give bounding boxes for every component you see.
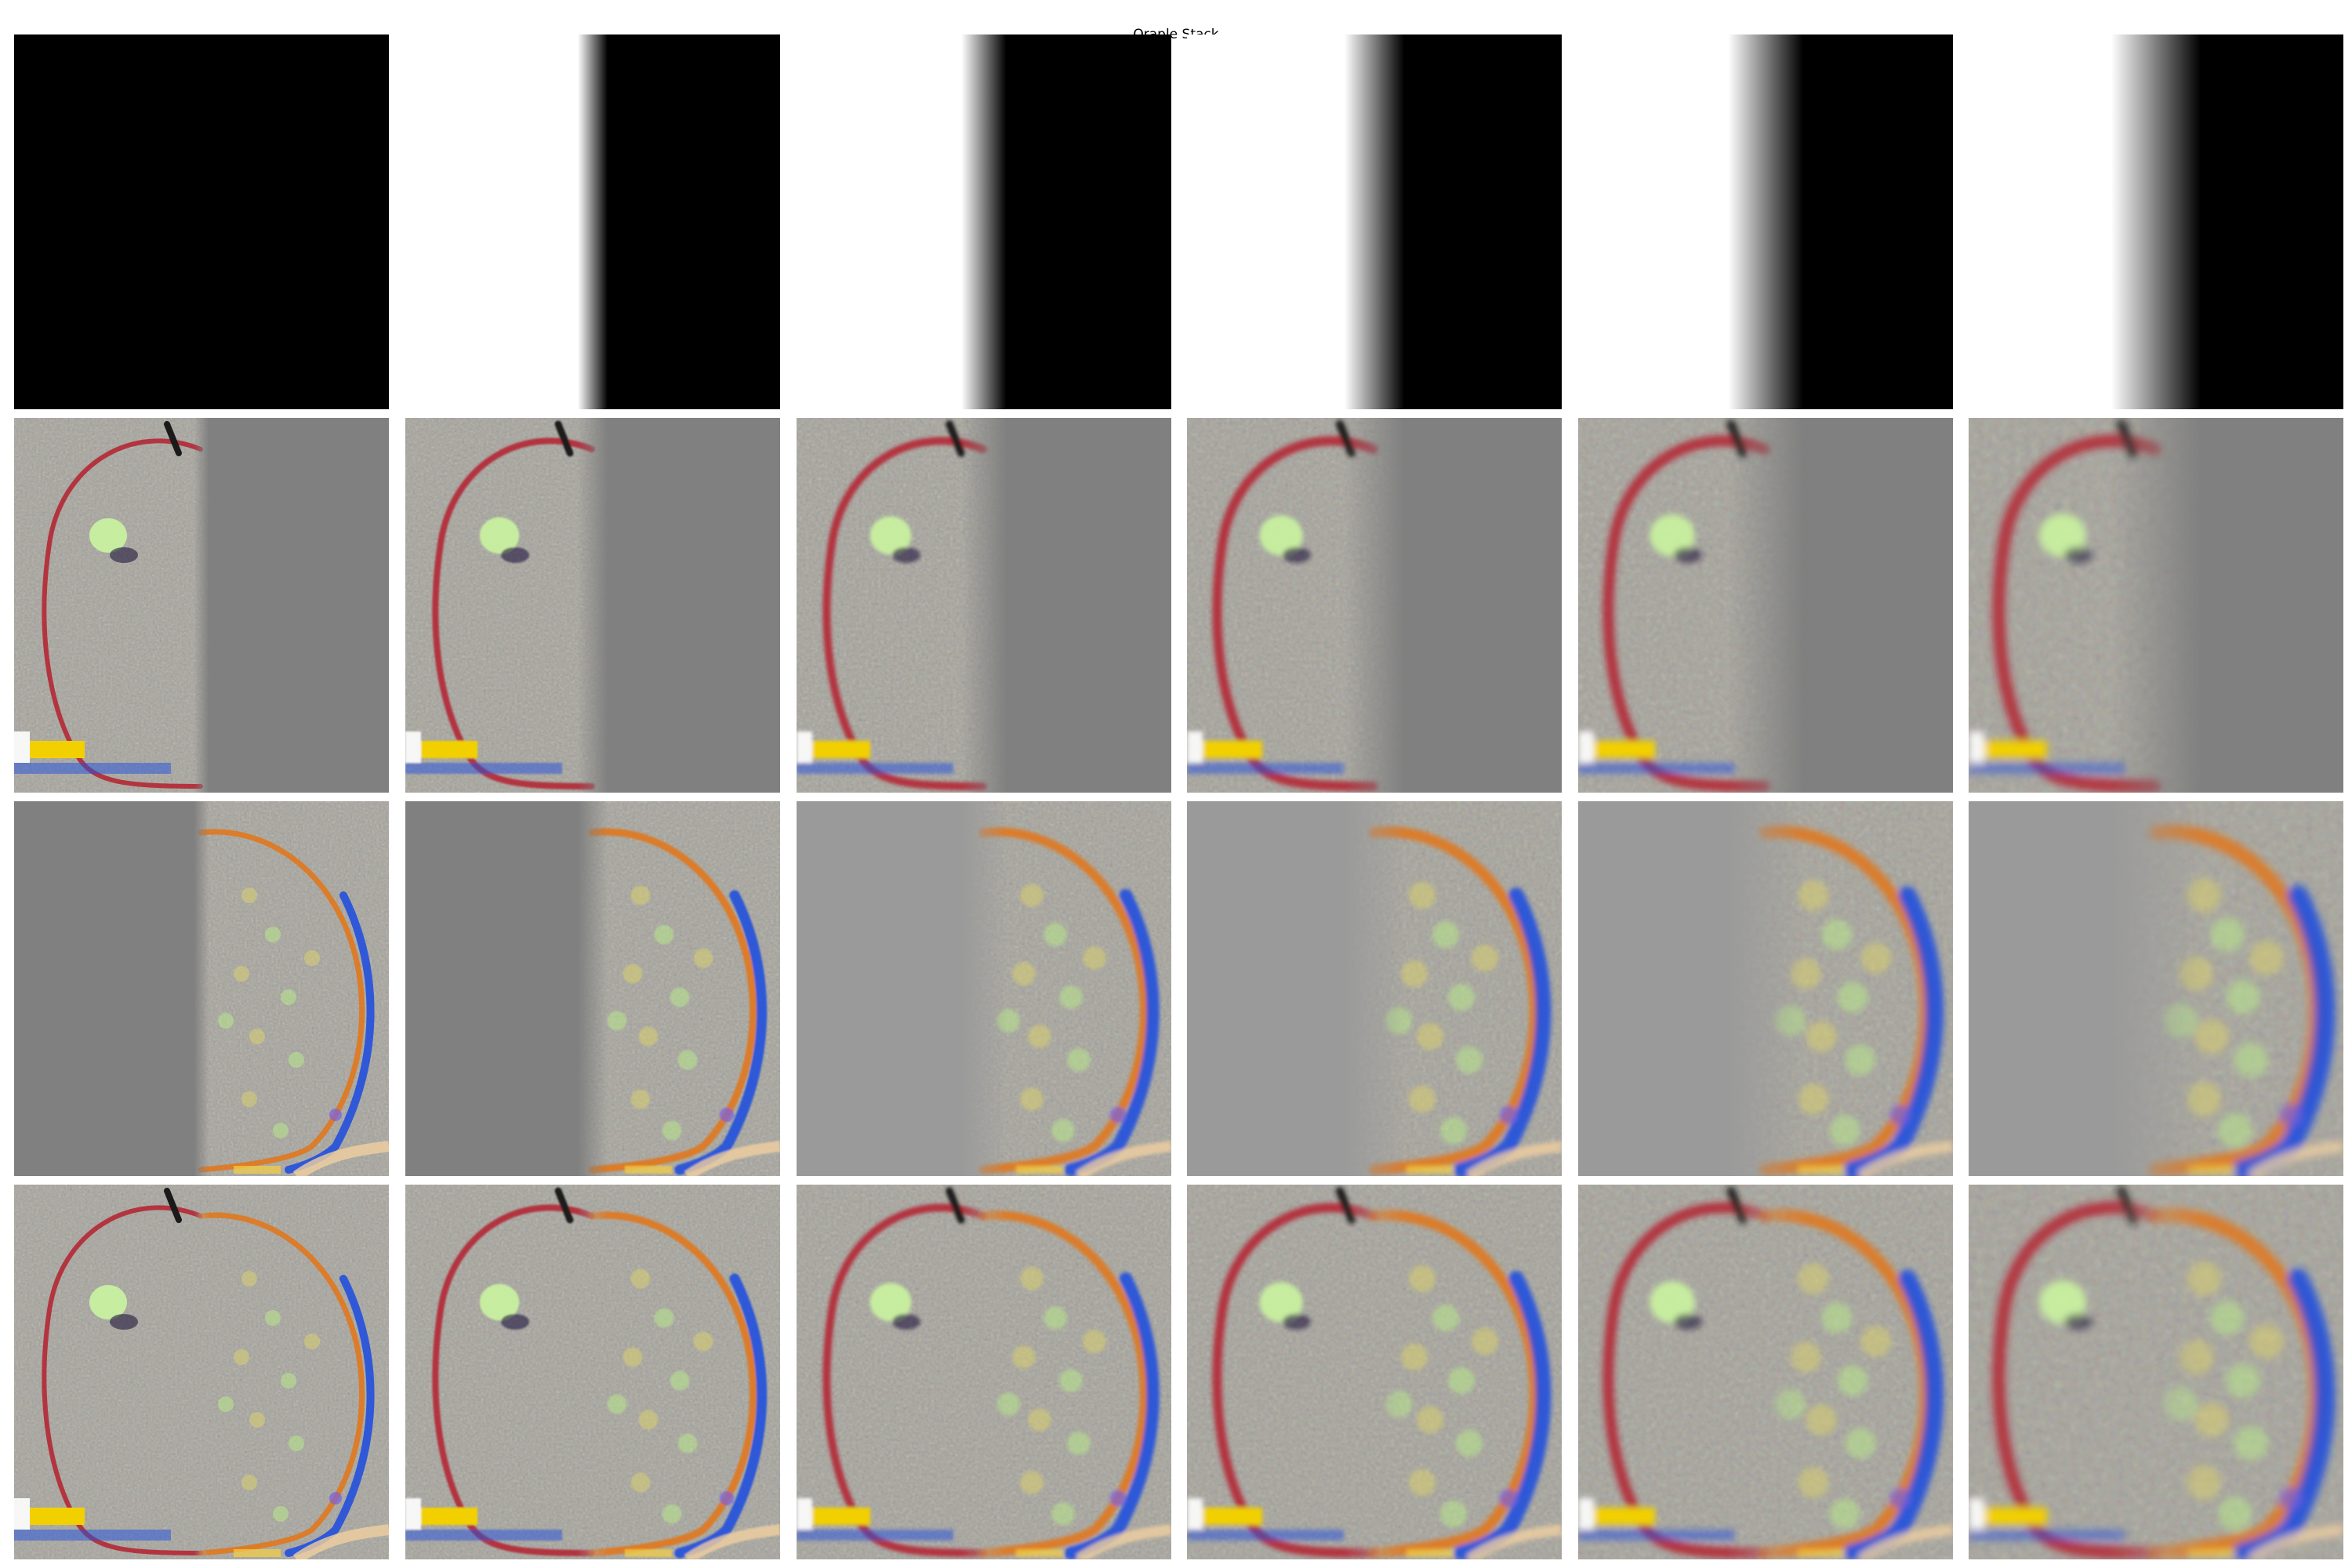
apple-left-half-image bbox=[1969, 418, 2343, 793]
blended-oraple-image bbox=[1187, 1185, 1562, 1559]
apple-masked-row-level-2 bbox=[797, 418, 1171, 793]
blended-oraple-image bbox=[1969, 1185, 2343, 1559]
mask-row-level-2 bbox=[797, 34, 1171, 409]
blended-row-level-1 bbox=[405, 1185, 780, 1559]
orange-right-half-image bbox=[14, 801, 389, 1176]
blended-row-level-4 bbox=[1578, 1185, 1953, 1559]
blended-oraple-image bbox=[405, 1185, 780, 1559]
blended-row-level-5 bbox=[1969, 1185, 2343, 1559]
apple-left-half-image bbox=[1187, 418, 1562, 793]
blended-oraple-image bbox=[797, 1185, 1171, 1559]
orange-right-half-image bbox=[1969, 801, 2343, 1176]
mask-row-level-5 bbox=[1969, 34, 2343, 409]
mask-image bbox=[405, 34, 780, 409]
orange-masked-row-level-0 bbox=[14, 801, 389, 1176]
mask-row-level-1 bbox=[405, 34, 780, 409]
orange-right-half-image bbox=[405, 801, 780, 1176]
apple-masked-row-level-1 bbox=[405, 418, 780, 793]
mask-row-level-4 bbox=[1578, 34, 1953, 409]
orange-masked-row-level-3 bbox=[1187, 801, 1562, 1176]
apple-left-half-image bbox=[405, 418, 780, 793]
blended-row-level-3 bbox=[1187, 1185, 1562, 1559]
mask-image bbox=[1969, 34, 2343, 409]
mask-image bbox=[14, 34, 389, 409]
blended-oraple-image bbox=[1578, 1185, 1953, 1559]
apple-masked-row-level-3 bbox=[1187, 418, 1562, 793]
orange-masked-row-level-4 bbox=[1578, 801, 1953, 1176]
apple-masked-row-level-5 bbox=[1969, 418, 2343, 793]
orange-masked-row-level-2 bbox=[797, 801, 1171, 1176]
orange-right-half-image bbox=[1187, 801, 1562, 1176]
blended-oraple-image bbox=[14, 1185, 389, 1559]
mask-image bbox=[1187, 34, 1562, 409]
mask-image bbox=[1578, 34, 1953, 409]
mask-image bbox=[797, 34, 1171, 409]
blended-row-level-2 bbox=[797, 1185, 1171, 1559]
orange-right-half-image bbox=[797, 801, 1171, 1176]
orange-right-half-image bbox=[1578, 801, 1953, 1176]
apple-masked-row-level-4 bbox=[1578, 418, 1953, 793]
apple-left-half-image bbox=[797, 418, 1171, 793]
blended-row-level-0 bbox=[14, 1185, 389, 1559]
orange-masked-row-level-1 bbox=[405, 801, 780, 1176]
orange-masked-row-level-5 bbox=[1969, 801, 2343, 1176]
mask-row-level-3 bbox=[1187, 34, 1562, 409]
apple-masked-row-level-0 bbox=[14, 418, 389, 793]
apple-left-half-image bbox=[1578, 418, 1953, 793]
mask-row-level-0 bbox=[14, 34, 389, 409]
apple-left-half-image bbox=[14, 418, 389, 793]
